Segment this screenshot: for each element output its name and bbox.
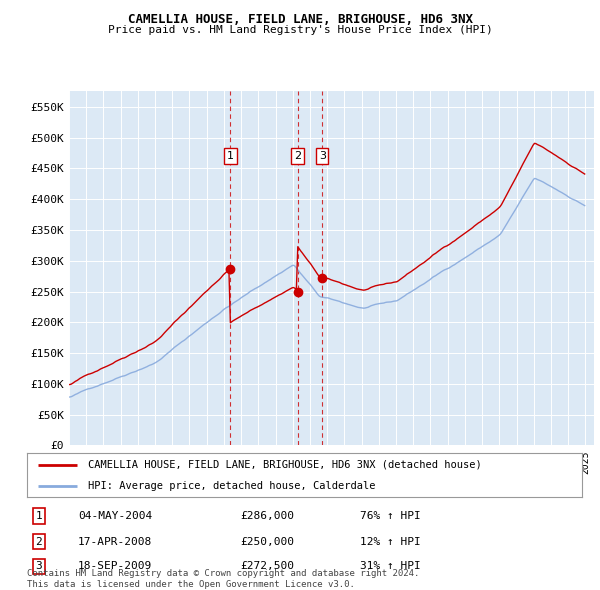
- Text: HPI: Average price, detached house, Calderdale: HPI: Average price, detached house, Cald…: [88, 481, 376, 491]
- Text: 2: 2: [35, 537, 43, 546]
- Text: £286,000: £286,000: [240, 512, 294, 521]
- Text: 12% ↑ HPI: 12% ↑ HPI: [360, 537, 421, 546]
- Text: 3: 3: [35, 562, 43, 571]
- Text: 31% ↑ HPI: 31% ↑ HPI: [360, 562, 421, 571]
- Text: 2: 2: [294, 151, 301, 161]
- Text: 3: 3: [319, 151, 326, 161]
- Text: £272,500: £272,500: [240, 562, 294, 571]
- Text: £250,000: £250,000: [240, 537, 294, 546]
- Text: 18-SEP-2009: 18-SEP-2009: [78, 562, 152, 571]
- Text: CAMELLIA HOUSE, FIELD LANE, BRIGHOUSE, HD6 3NX: CAMELLIA HOUSE, FIELD LANE, BRIGHOUSE, H…: [128, 13, 473, 26]
- Text: 1: 1: [227, 151, 234, 161]
- Text: CAMELLIA HOUSE, FIELD LANE, BRIGHOUSE, HD6 3NX (detached house): CAMELLIA HOUSE, FIELD LANE, BRIGHOUSE, H…: [88, 460, 482, 470]
- Text: 1: 1: [35, 512, 43, 521]
- Text: 17-APR-2008: 17-APR-2008: [78, 537, 152, 546]
- Text: 76% ↑ HPI: 76% ↑ HPI: [360, 512, 421, 521]
- Text: Contains HM Land Registry data © Crown copyright and database right 2024.
This d: Contains HM Land Registry data © Crown c…: [27, 569, 419, 589]
- Text: 04-MAY-2004: 04-MAY-2004: [78, 512, 152, 521]
- Text: Price paid vs. HM Land Registry's House Price Index (HPI): Price paid vs. HM Land Registry's House …: [107, 25, 493, 35]
